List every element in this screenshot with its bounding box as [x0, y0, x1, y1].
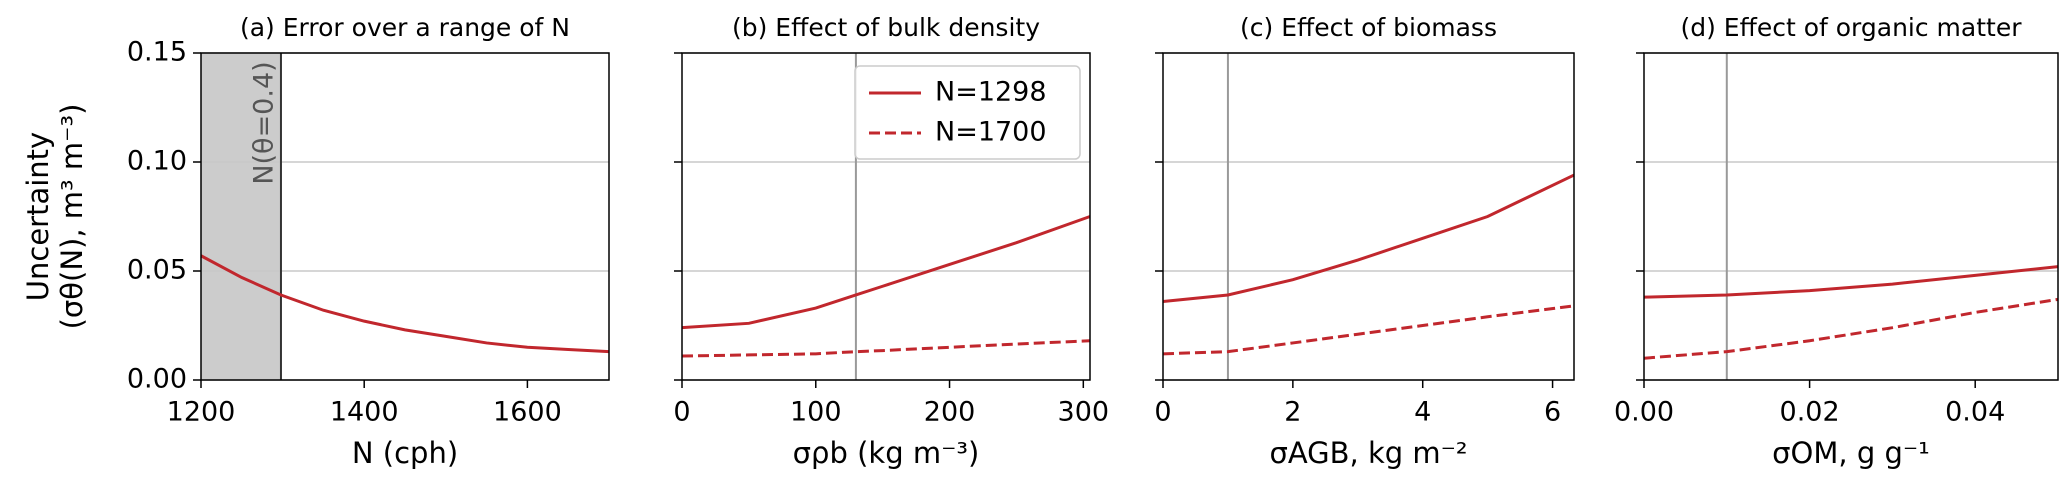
- data-line: [1643, 265, 2059, 299]
- axes-frame: [200, 52, 610, 381]
- x-tick-label: 300: [1058, 397, 1110, 428]
- legend-label: N=1700: [935, 117, 1047, 148]
- axes-frame: [1643, 52, 2059, 381]
- x-tick-label: 1400: [330, 397, 399, 428]
- x-tick-label: 1200: [167, 397, 236, 428]
- data-line: [200, 254, 610, 354]
- x-tick-label: 0: [673, 397, 690, 428]
- data-line: [681, 339, 1091, 358]
- legend-label: N=1298: [935, 77, 1047, 108]
- x-tick-label: 1600: [493, 397, 562, 428]
- shaded-region: [201, 53, 281, 380]
- x-tick-label: 4: [1414, 397, 1431, 428]
- y-tick-label: 0.05: [127, 255, 187, 286]
- subplot-title: (c) Effect of biomass: [1240, 13, 1497, 42]
- x-tick-label: 100: [790, 397, 842, 428]
- annotation: N(θ=0.4): [248, 61, 279, 184]
- x-axis-label: N (cph): [352, 436, 458, 470]
- axes-frame: [681, 52, 1091, 381]
- data-line: [681, 215, 1091, 330]
- subplot-title: (b) Effect of bulk density: [732, 13, 1040, 42]
- x-tick-label: 0: [1154, 397, 1171, 428]
- data-line: [1643, 297, 2059, 360]
- x-axis-label: σAGB, kg m⁻²: [1269, 436, 1467, 470]
- x-axis-label: σρb (kg m⁻³): [793, 436, 980, 470]
- x-tick-label: 0.02: [1780, 397, 1840, 428]
- x-tick-label: 0.04: [1945, 397, 2005, 428]
- x-tick-label: 0.00: [1614, 397, 1674, 428]
- subplot-title: (a) Error over a range of N: [240, 13, 570, 42]
- data-line: [1162, 173, 1575, 304]
- x-axis-label: σOM, g g⁻¹: [1772, 436, 1930, 470]
- y-axis-label: Uncertainty: [21, 132, 55, 301]
- y-tick-label: 0.10: [127, 146, 187, 177]
- legend: N=1298 N=1700: [854, 65, 1081, 160]
- axes-frame: [1162, 52, 1575, 381]
- x-tick-label: 2: [1284, 397, 1301, 428]
- y-tick-label: 0.15: [127, 37, 187, 68]
- subplot-title: (d) Effect of organic matter: [1680, 13, 2022, 42]
- data-line: [1162, 304, 1575, 356]
- x-tick-label: 200: [924, 397, 976, 428]
- x-tick-label: 6: [1544, 397, 1561, 428]
- y-axis-label: (σθ(N), m³ m⁻³): [55, 104, 89, 330]
- y-tick-label: 0.00: [127, 364, 187, 395]
- legend-box: [854, 65, 1081, 160]
